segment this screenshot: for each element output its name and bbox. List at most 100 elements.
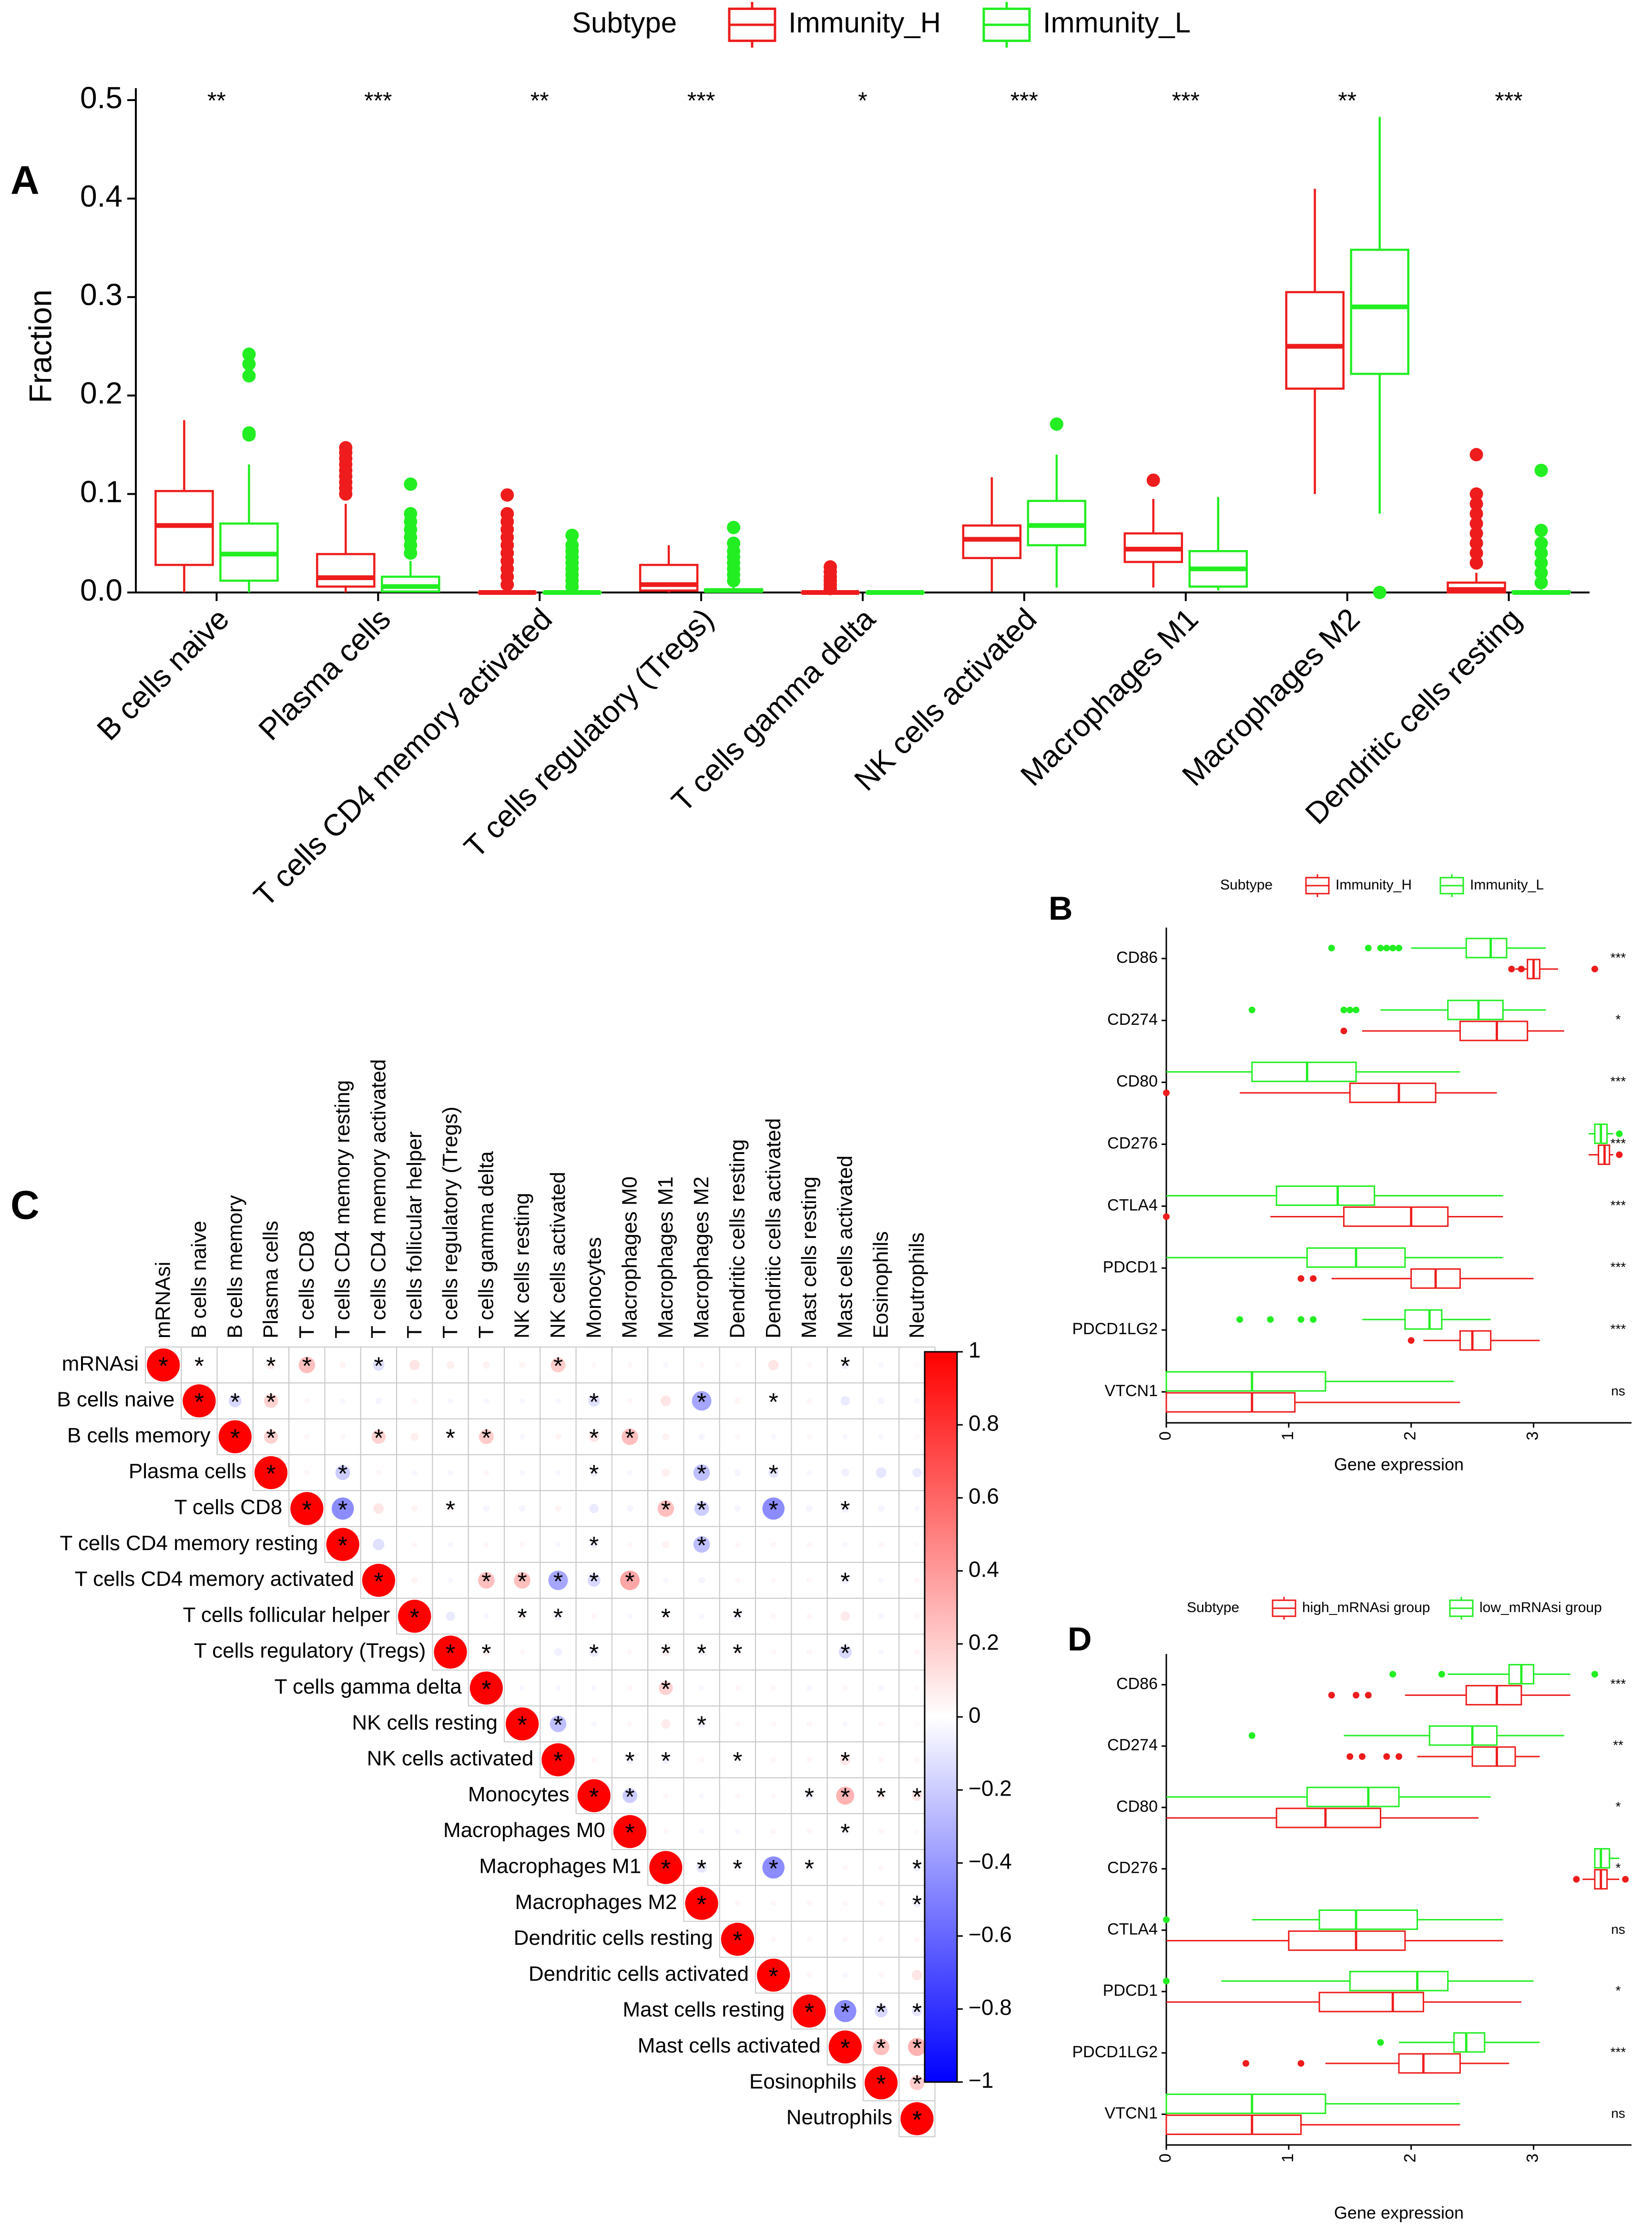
correlation-circle bbox=[770, 1434, 776, 1440]
box-body bbox=[381, 575, 440, 593]
correlation-circle bbox=[657, 1500, 674, 1517]
colorbar-tick-label: 1 bbox=[969, 1338, 981, 1362]
row-label: NK cells activated bbox=[367, 1747, 534, 1770]
category-label: CD86 bbox=[1116, 949, 1158, 967]
colorbar bbox=[924, 1351, 958, 2083]
correlation-circle bbox=[734, 1434, 741, 1440]
outlier-point bbox=[1396, 1753, 1402, 1760]
significance-star: * bbox=[553, 1747, 563, 1775]
box-body bbox=[1165, 2114, 1302, 2135]
correlation-circle bbox=[447, 1433, 454, 1440]
correlation-circle bbox=[589, 1647, 599, 1657]
correlation-circle bbox=[692, 1391, 712, 1411]
outlier-point bbox=[1310, 1275, 1317, 1282]
row-label: B cells memory bbox=[67, 1424, 211, 1447]
correlation-circle bbox=[841, 1361, 849, 1369]
column-label: Monocytes bbox=[582, 1237, 605, 1338]
colorbar-tick-label: 0.6 bbox=[969, 1484, 999, 1509]
significance-star: * bbox=[697, 1891, 706, 1919]
box-body bbox=[1318, 1909, 1418, 1930]
correlation-circle bbox=[914, 1828, 920, 1835]
correlation-circle bbox=[842, 1864, 848, 1870]
correlation-circle bbox=[734, 1828, 741, 1835]
significance-label: * bbox=[1616, 1012, 1621, 1027]
correlation-circle bbox=[649, 1851, 683, 1884]
significance-star: * bbox=[733, 1640, 742, 1667]
box-body bbox=[1306, 1787, 1400, 1807]
column-label: Macrophages M2 bbox=[690, 1176, 713, 1338]
outlier-point bbox=[1340, 1006, 1347, 1013]
correlation-circle bbox=[555, 1542, 561, 1548]
row-label: Macrophages M1 bbox=[479, 1854, 641, 1878]
significance-star: * bbox=[266, 1353, 275, 1380]
correlation-circle bbox=[339, 1361, 347, 1368]
category-label: PDCD1LG2 bbox=[1072, 2043, 1158, 2061]
outlier-point bbox=[1365, 944, 1372, 951]
significance-star: * bbox=[518, 1568, 527, 1595]
correlation-circle bbox=[878, 1756, 884, 1763]
correlation-circle bbox=[768, 1467, 779, 1478]
significance-star: * bbox=[481, 1640, 491, 1667]
outlier-point bbox=[1518, 965, 1525, 972]
outlier-point bbox=[1534, 523, 1548, 537]
x-axis-title: Gene expression bbox=[1334, 2203, 1464, 2223]
correlation-circle bbox=[660, 1395, 671, 1406]
outlier-point bbox=[1534, 556, 1548, 570]
correlation-circle bbox=[770, 1756, 776, 1763]
correlation-circle bbox=[254, 1456, 288, 1490]
box-body bbox=[1459, 1330, 1492, 1351]
correlation-circle bbox=[914, 1505, 920, 1511]
significance-star: * bbox=[840, 2034, 850, 2062]
significance-star: * bbox=[877, 1999, 886, 2026]
significance-star: * bbox=[625, 1783, 634, 1811]
correlation-circle bbox=[842, 1685, 848, 1691]
correlation-circle bbox=[914, 1362, 920, 1368]
significance-star: * bbox=[625, 1568, 634, 1595]
correlation-circle bbox=[914, 1434, 920, 1440]
correlation-circle bbox=[483, 1613, 489, 1619]
correlation-circle bbox=[697, 1720, 706, 1728]
correlation-circle bbox=[551, 1358, 566, 1373]
correlation-circle bbox=[878, 1685, 884, 1691]
correlation-circle bbox=[806, 1685, 813, 1691]
box-body bbox=[1343, 1206, 1449, 1227]
correlation-circle bbox=[734, 1469, 741, 1476]
correlation-circle bbox=[909, 2075, 925, 2091]
box-body bbox=[1027, 500, 1087, 547]
box-body bbox=[1165, 1371, 1326, 1392]
outlier-point bbox=[1146, 473, 1160, 487]
correlation-circle bbox=[840, 1611, 850, 1621]
outlier-point bbox=[1248, 1732, 1255, 1739]
outlier-point bbox=[1365, 1692, 1372, 1699]
category-label: CTLA4 bbox=[1107, 1196, 1158, 1214]
outlier-point bbox=[1163, 1089, 1170, 1096]
significance-star: * bbox=[446, 1424, 455, 1452]
correlation-circle bbox=[469, 1671, 503, 1705]
outlier-point bbox=[565, 538, 579, 552]
correlation-circle bbox=[770, 1936, 776, 1942]
box-body bbox=[1404, 1309, 1443, 1330]
significance-label: ** bbox=[1613, 1738, 1623, 1753]
correlation-circle bbox=[841, 1576, 849, 1584]
legend-label: low_mRNAsi group bbox=[1479, 1600, 1602, 1615]
correlation-circle bbox=[806, 1936, 813, 1942]
heatmap-cell bbox=[504, 1669, 541, 1706]
correlation-circle bbox=[806, 1434, 813, 1440]
correlation-circle bbox=[734, 1900, 741, 1907]
x-tick-label: 2 bbox=[1401, 1431, 1419, 1440]
correlation-circle bbox=[519, 1685, 525, 1691]
outlier-point bbox=[1469, 536, 1483, 550]
outlier-point bbox=[1353, 1692, 1360, 1699]
outlier-point bbox=[1377, 944, 1384, 951]
correlation-circle bbox=[734, 1685, 741, 1691]
significance-star: * bbox=[697, 1712, 706, 1739]
box-body bbox=[1447, 1000, 1504, 1021]
significance-star: * bbox=[625, 1747, 634, 1775]
correlation-circle bbox=[588, 1395, 600, 1407]
correlation-circle bbox=[662, 1756, 670, 1764]
significance-star: * bbox=[661, 1604, 671, 1632]
significance-star: * bbox=[877, 2071, 886, 2098]
significance-star: * bbox=[805, 1783, 814, 1811]
significance-star: * bbox=[697, 1855, 706, 1883]
outlier-point bbox=[1236, 1316, 1244, 1323]
